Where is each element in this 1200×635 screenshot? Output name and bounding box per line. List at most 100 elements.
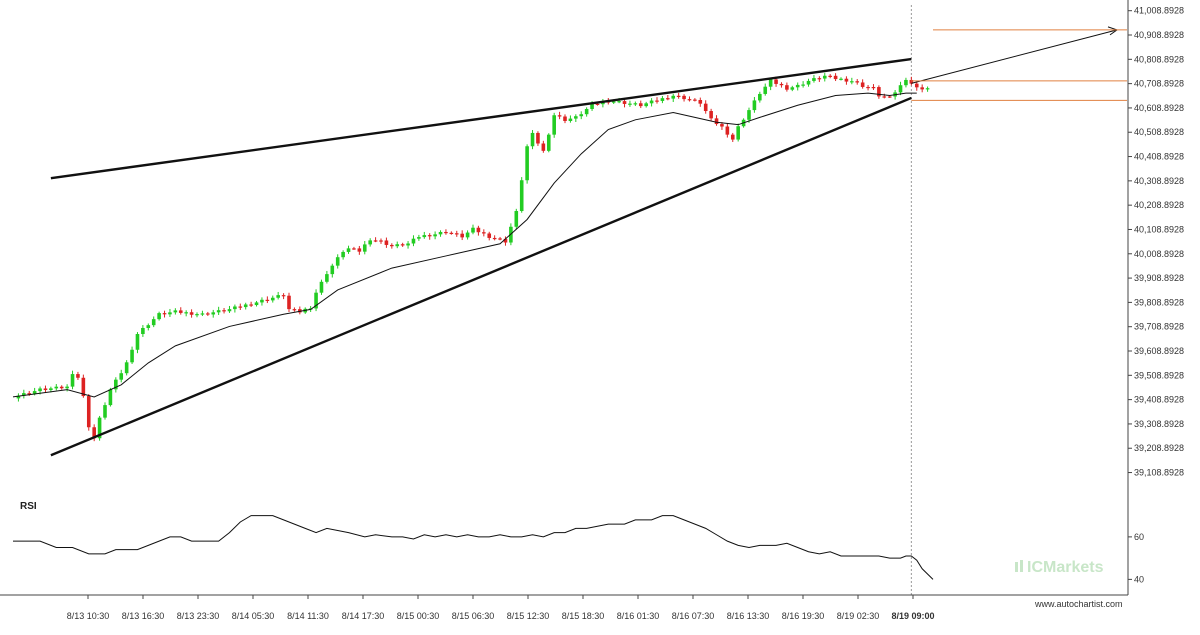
candle-body [649,100,654,104]
candle-body [471,227,475,233]
candle-body [725,126,730,135]
brand-logo-mark [1015,562,1018,572]
y-tick-label: 39,208.8928 [1134,443,1184,453]
candle-body [525,146,529,181]
candle-body [887,96,892,98]
candle-body [795,84,800,88]
candle-body [368,240,372,245]
candle-body [92,427,96,439]
candle-body [914,83,919,88]
y-tick-label: 39,908.8928 [1134,273,1184,283]
candle-body [546,134,551,151]
candle-body [752,100,757,111]
rsi-title: RSI [20,501,37,512]
candle-body [119,373,124,380]
candle-body [660,98,665,101]
candle-body [173,310,178,313]
y-tick-label: 40,808.8928 [1134,54,1184,64]
candle-body [584,108,589,115]
brand-logo-text: ICMarkets [1027,559,1104,576]
rsi-chart-area [13,515,934,580]
candle-body [298,309,302,313]
candle-body [357,248,362,252]
candle-body [709,111,713,119]
candle-body [200,313,205,315]
candle-body [460,233,464,238]
projection-line [911,29,1118,84]
candle-body [714,118,719,125]
candle-body [325,274,329,282]
candle-body [579,114,584,117]
y-tick-label: 40,908.8928 [1134,30,1184,40]
x-tick-label: 8/16 07:30 [672,611,715,621]
candle-body [65,386,69,389]
candle-body [552,115,556,135]
candle-body [390,244,394,247]
candle-body [227,309,232,312]
candle-body [703,103,708,112]
candle-body [530,132,535,147]
brand-logo: ICMarkets [1015,559,1104,576]
candle-body [925,88,930,90]
candle-body [32,391,37,394]
candle-body [574,116,578,119]
candle-body [141,327,145,335]
candle-body [844,78,849,82]
candle-body [454,233,459,235]
candle-body [812,78,816,81]
candle-body [801,84,805,86]
candle-body [666,98,670,100]
y-tick-label: 40,008.8928 [1134,249,1184,259]
candle-body [503,238,508,243]
candle-body [590,103,594,109]
candle-body [254,302,259,306]
candle-body [465,232,470,238]
y-tick-label: 39,108.8928 [1134,468,1184,478]
candle-body [54,386,59,389]
candle-body [541,143,546,151]
candle-body [768,79,773,87]
x-tick-label: 8/16 19:30 [782,611,825,621]
candle-body [314,292,318,309]
rsi-y-tick-label: 60 [1134,532,1144,542]
candle-body [850,81,854,83]
candle-body [476,227,481,233]
x-tick-label: 8/13 16:30 [122,611,165,621]
candle-body [519,180,524,212]
candle-body [422,235,427,238]
candle-body [720,124,724,127]
candle-body [379,240,383,242]
candle-body [438,231,443,235]
x-tick-label: 8/13 23:30 [177,611,220,621]
candle-body [417,237,421,239]
x-tick-label: 8/15 18:30 [562,611,605,621]
y-tick-label: 40,508.8928 [1134,127,1184,137]
candle-body [157,313,161,320]
candle-body [633,103,638,105]
source-url: www.autochartist.com [1034,599,1123,609]
candle-body [774,79,778,84]
candle-body [384,240,389,245]
candle-body [76,374,80,378]
candle-body [628,103,632,105]
candle-body [151,319,156,326]
candle-body [222,310,226,312]
candle-body [855,81,860,83]
candle-body [330,265,335,275]
y-tick-label: 40,108.8928 [1134,224,1184,234]
candle-body [233,306,237,310]
candle-body [108,389,113,406]
x-tick-label: 8/14 05:30 [232,611,275,621]
candle-body [103,405,107,418]
candle-body [617,101,621,103]
y-tick-label: 39,308.8928 [1134,419,1184,429]
candle-body [806,80,811,85]
candle-body [81,377,86,397]
candle-body [568,118,573,121]
y-tick-label: 40,208.8928 [1134,200,1184,210]
candle-body [38,388,42,392]
candle-body [785,85,789,90]
candle-body [563,116,567,121]
candle-body [833,75,838,80]
